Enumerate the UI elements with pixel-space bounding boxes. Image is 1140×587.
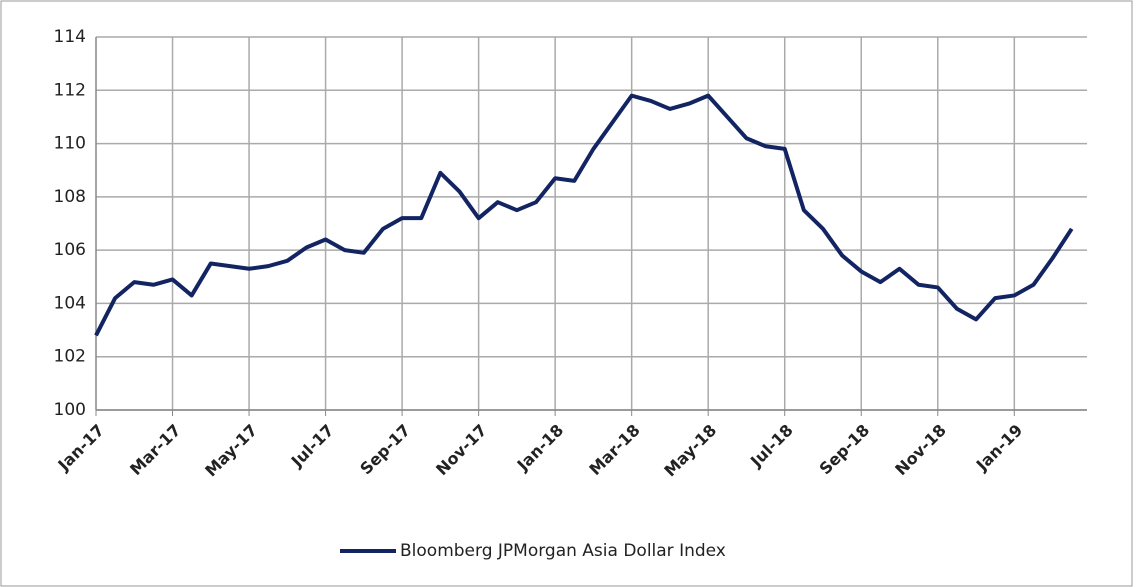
y-tick-label: 102: [54, 347, 86, 367]
y-tick-label: 100: [54, 400, 86, 420]
y-tick-label: 112: [54, 80, 86, 100]
y-tick-label: 108: [54, 187, 86, 207]
y-tick-label: 114: [54, 27, 86, 47]
y-tick-label: 110: [54, 134, 86, 154]
legend-label: Bloomberg JPMorgan Asia Dollar Index: [400, 541, 726, 561]
y-tick-label: 104: [54, 293, 86, 313]
y-tick-label: 106: [54, 240, 86, 260]
series-line: [94, 93, 1074, 337]
